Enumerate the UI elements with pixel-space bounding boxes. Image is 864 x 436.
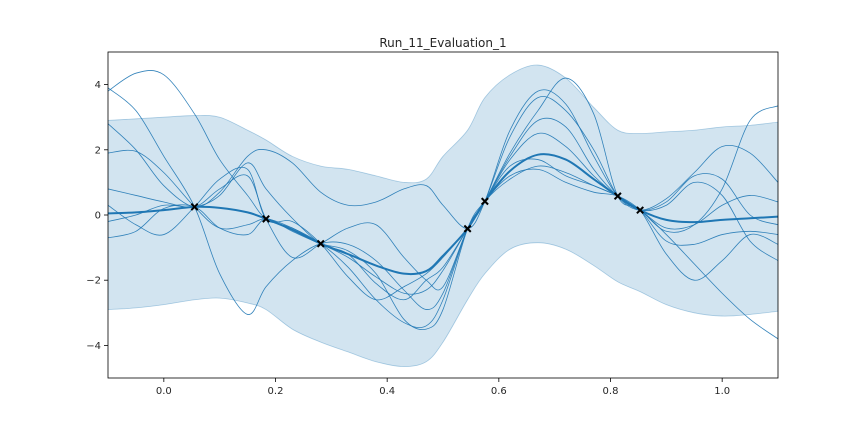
observation-point-5 (480, 197, 489, 206)
observation-point-4 (463, 224, 472, 233)
x-tick-label: 0.8 (603, 386, 619, 397)
observation-point-6 (613, 192, 622, 200)
axes: 0.0 0.2 0.4 0.6 0.8 1.0 4 2 0 −2 −4 (86, 51, 779, 397)
x-tick-label: 0.0 (156, 386, 172, 397)
observation-point-3 (316, 239, 325, 248)
plot-area (108, 64, 778, 367)
observation-mark (316, 239, 325, 248)
x-tick-label: 1.0 (714, 386, 730, 397)
observation-mark (613, 192, 622, 200)
sample-line-2 (108, 87, 778, 315)
sample-line-6 (108, 168, 778, 330)
observation-point-2 (262, 215, 270, 223)
y-tick-label: 0 (95, 211, 101, 222)
plot-inner (108, 64, 778, 367)
mean-line (108, 153, 778, 276)
observation-mark (463, 224, 472, 233)
observation-mark (262, 215, 270, 223)
x-tick-label: 0.6 (491, 386, 507, 397)
observation-mark (480, 197, 489, 206)
y-tick-label: 2 (95, 145, 101, 156)
observation-mark (636, 206, 644, 215)
y-tick-label: 4 (95, 80, 101, 91)
confidence-band (108, 64, 778, 367)
observation-point-1 (190, 202, 199, 211)
observation-point-7 (636, 206, 644, 215)
x-tick-label: 0.4 (379, 386, 395, 397)
sample-line-3 (108, 89, 778, 230)
sample-line-8 (108, 162, 778, 301)
chart-title: Run_11_Evaluation_1 (379, 36, 506, 50)
sample-line-4 (108, 77, 778, 329)
x-tick-label: 0.2 (268, 386, 284, 397)
sample-line-7 (108, 117, 778, 291)
y-tick-label: −4 (86, 341, 101, 352)
observation-mark (190, 202, 199, 211)
y-tick-label: −2 (86, 276, 101, 287)
sample-line-5 (108, 158, 778, 301)
